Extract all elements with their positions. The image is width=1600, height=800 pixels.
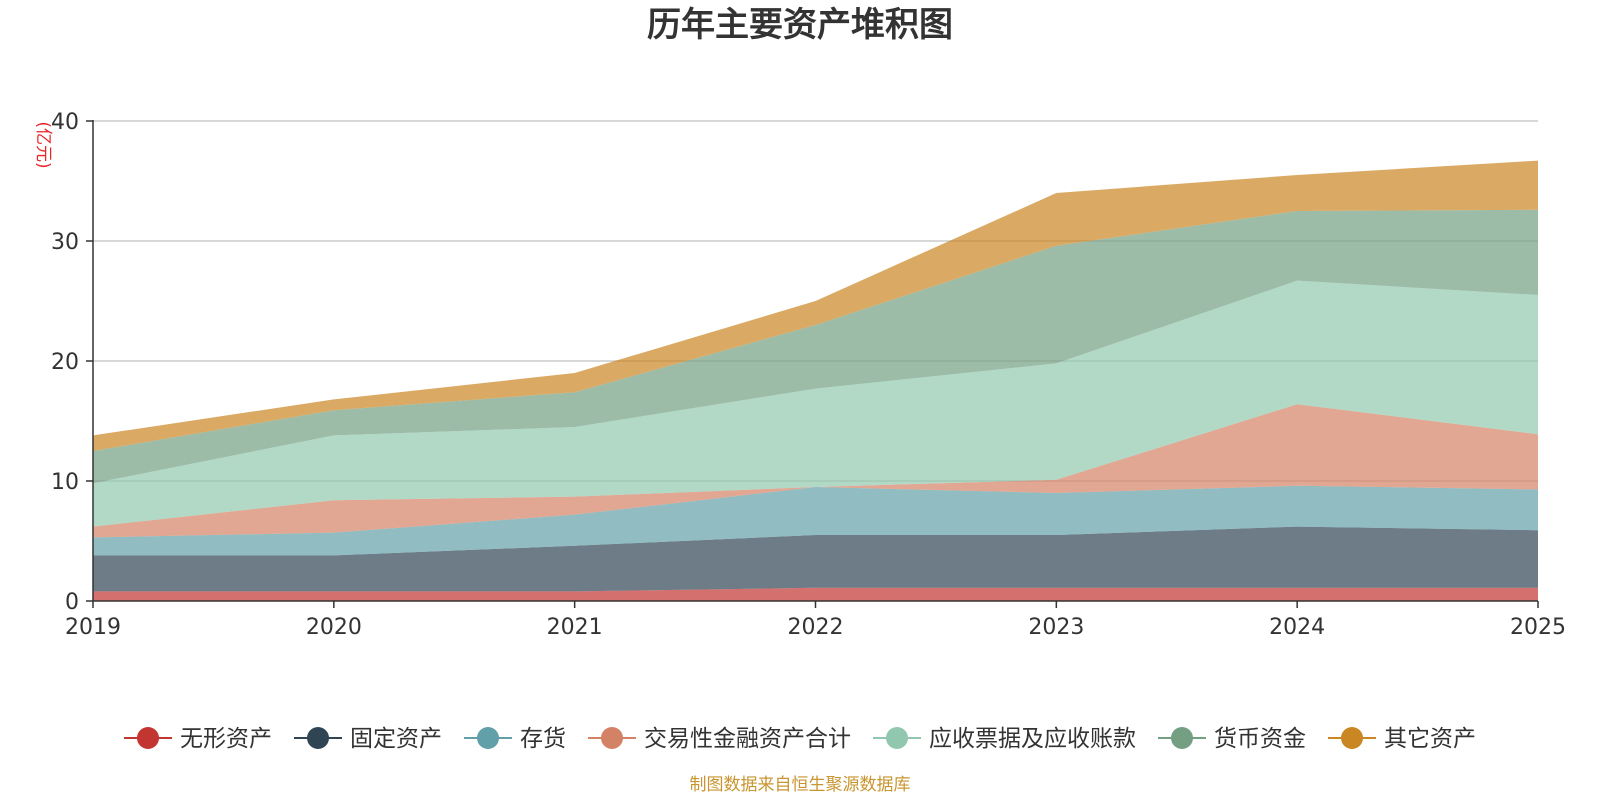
legend: 无形资产 固定资产 存货 交易性金融资产合计 应收票据及应收账款 货币资金 其它资产 <box>124 726 1476 752</box>
area-series-3 <box>93 404 1538 538</box>
y-tick-label: 30 <box>51 230 79 255</box>
y-tick-label: 10 <box>51 470 79 495</box>
data-source-note: 制图数据来自恒生聚源数据库 <box>690 775 911 795</box>
legend-marker <box>477 727 499 749</box>
legend-item[interactable]: 无形资产 <box>124 726 272 752</box>
area-series-0 <box>93 587 1538 601</box>
legend-marker <box>307 727 329 749</box>
axes: 0 10 20 30 40 2019 2020 2021 2022 2023 2024 2025 <box>51 110 1566 640</box>
legend-marker <box>886 727 908 749</box>
legend-item[interactable]: 其它资产 <box>1328 726 1476 752</box>
legend-item[interactable]: 货币资金 <box>1158 726 1306 752</box>
chart-title: 历年主要资产堆积图 <box>647 5 953 45</box>
x-tick-label: 2023 <box>1028 615 1084 640</box>
area-series-2 <box>93 485 1538 556</box>
area-series-5 <box>93 209 1538 484</box>
legend-item[interactable]: 应收票据及应收账款 <box>873 726 1136 752</box>
legend-label: 存货 <box>520 726 566 752</box>
legend-marker <box>1171 727 1193 749</box>
legend-label: 其它资产 <box>1384 726 1476 752</box>
legend-marker <box>1341 727 1363 749</box>
legend-marker <box>601 727 623 749</box>
area-series-6 <box>93 160 1538 451</box>
x-tick-label: 2024 <box>1269 615 1325 640</box>
legend-item[interactable]: 存货 <box>464 726 566 752</box>
y-tick-label: 20 <box>51 350 79 375</box>
legend-item[interactable]: 固定资产 <box>294 726 442 752</box>
legend-marker <box>137 727 159 749</box>
area-series-4 <box>93 280 1538 527</box>
legend-item[interactable]: 交易性金融资产合计 <box>588 726 851 752</box>
legend-label: 固定资产 <box>350 726 442 752</box>
y-tick-label: 0 <box>65 590 79 615</box>
y-tick-label: 40 <box>51 110 79 135</box>
x-tick-label: 2022 <box>788 615 844 640</box>
legend-label: 无形资产 <box>180 726 272 752</box>
legend-label: 应收票据及应收账款 <box>929 726 1136 752</box>
legend-label: 货币资金 <box>1214 726 1306 752</box>
area-series <box>93 160 1538 601</box>
y-axis-unit: (亿元) <box>33 121 53 168</box>
x-tick-label: 2020 <box>306 615 362 640</box>
x-tick-label: 2021 <box>547 615 603 640</box>
x-tick-label: 2019 <box>65 615 121 640</box>
x-tick-label: 2025 <box>1510 615 1566 640</box>
area-series-1 <box>93 526 1538 592</box>
legend-label: 交易性金融资产合计 <box>644 726 851 752</box>
